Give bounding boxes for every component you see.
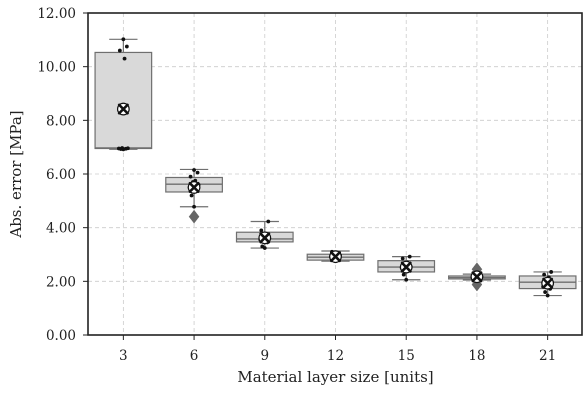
mean-marker: [541, 276, 555, 290]
mean-marker: [399, 260, 413, 274]
x-tick-label: 15: [398, 348, 415, 364]
data-point: [122, 56, 127, 61]
y-tick-label: 6.00: [46, 167, 76, 183]
data-point: [124, 44, 129, 49]
outlier-marker: [188, 209, 200, 224]
y-tick-label: 0.00: [46, 328, 76, 344]
data-point: [543, 290, 548, 294]
data-point: [121, 37, 126, 42]
y-tick-label: 8.00: [46, 113, 76, 129]
mean-marker-cross: [330, 251, 341, 263]
data-point: [266, 219, 271, 224]
mean-layer: [116, 102, 555, 290]
data-point: [120, 146, 125, 150]
data-point: [545, 293, 550, 298]
mean-marker: [329, 250, 342, 264]
mean-marker-cross: [117, 103, 129, 115]
data-point: [542, 272, 547, 277]
y-tick-label: 10.00: [37, 60, 76, 76]
tick-layer: 0.00 2.00 4.00 6.00 8.00 10.00 12.00 3 6 9 12 15 18 2…: [37, 6, 556, 364]
mean-marker: [470, 270, 484, 284]
data-point: [400, 256, 405, 261]
mean-marker-cross: [259, 232, 271, 244]
data-point: [125, 146, 130, 151]
data-point: [188, 174, 193, 179]
mean-marker: [187, 181, 201, 194]
x-tick-label: 18: [468, 348, 485, 364]
mean-marker: [258, 231, 272, 245]
y-tick-label: 12.00: [37, 6, 76, 22]
mean-marker-cross: [188, 181, 200, 193]
y-tick-label: 2.00: [46, 274, 76, 290]
data-point: [116, 146, 121, 151]
data-point: [192, 168, 196, 172]
data-point: [401, 272, 406, 277]
data-point: [195, 170, 200, 175]
box-body: [94, 51, 153, 150]
x-axis-label: Material layer size [units]: [237, 368, 433, 386]
x-tick-label: 6: [190, 348, 199, 364]
x-tick-label: 3: [119, 348, 128, 364]
x-tick-label: 21: [539, 348, 556, 364]
grid-layer: [88, 13, 583, 335]
data-point: [404, 277, 409, 282]
x-tick-label: 12: [327, 348, 344, 364]
mean-marker-cross: [400, 261, 412, 273]
data-point: [259, 228, 264, 233]
mean-marker: [116, 102, 130, 116]
data-point: [192, 204, 196, 209]
data-point: [407, 254, 412, 259]
data-point: [549, 270, 554, 274]
y-axis-label: Abs. error [MPa]: [7, 110, 25, 238]
data-point: [117, 48, 122, 53]
x-tick-label: 9: [260, 348, 269, 364]
mean-marker-cross: [542, 277, 554, 289]
y-tick-label: 4.00: [46, 221, 76, 237]
mean-marker-cross: [471, 271, 483, 283]
data-point: [189, 193, 194, 198]
data-point: [260, 244, 265, 249]
